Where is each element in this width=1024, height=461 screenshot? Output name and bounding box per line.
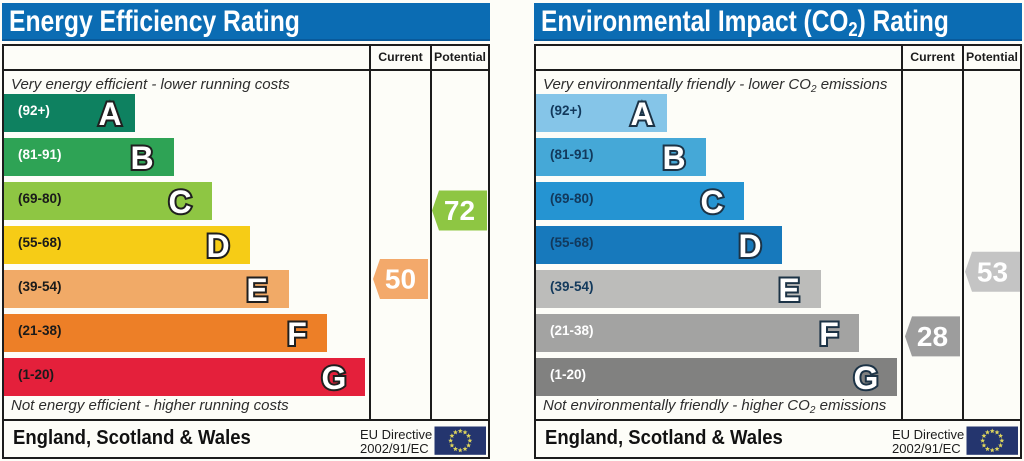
svg-text:F: F: [287, 316, 307, 352]
svg-text:G: G: [854, 360, 879, 396]
svg-text:B: B: [130, 140, 153, 176]
svg-text:E: E: [778, 272, 799, 308]
svg-text:50: 50: [385, 264, 416, 295]
svg-text:D: D: [206, 228, 229, 264]
svg-text:C: C: [700, 184, 723, 220]
svg-text:28: 28: [917, 321, 948, 352]
svg-text:72: 72: [444, 195, 475, 226]
svg-text:B: B: [662, 140, 685, 176]
svg-text:53: 53: [977, 256, 1008, 287]
svg-text:F: F: [819, 316, 839, 352]
svg-text:G: G: [322, 360, 347, 396]
svg-text:A: A: [98, 96, 121, 132]
svg-text:A: A: [630, 96, 653, 132]
svg-text:D: D: [738, 228, 761, 264]
svg-text:C: C: [168, 184, 191, 220]
svg-text:E: E: [246, 272, 267, 308]
